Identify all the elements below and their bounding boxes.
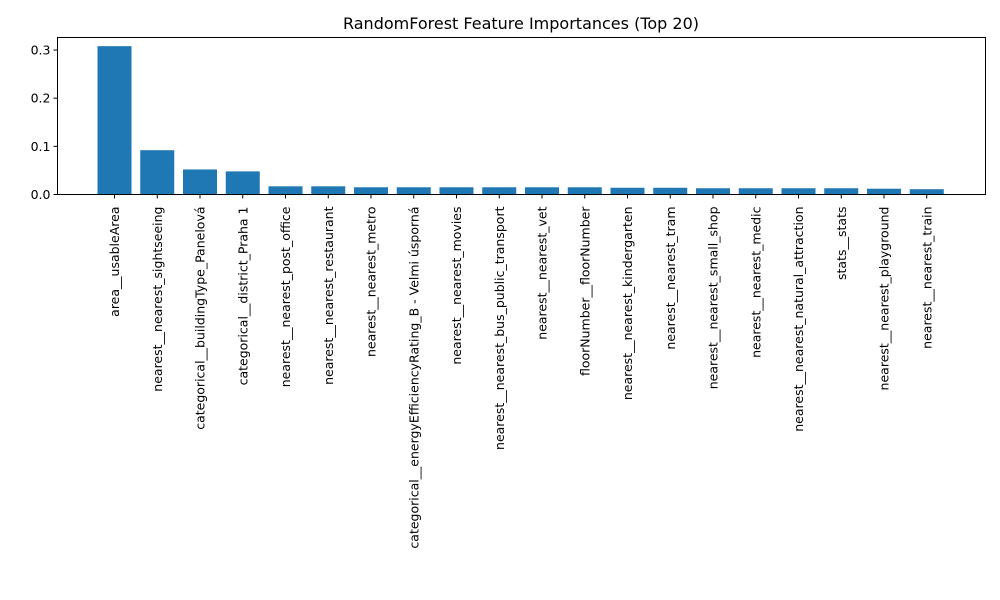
bar-7 [354, 187, 388, 195]
bars-group [97, 46, 944, 195]
bar-8 [396, 187, 431, 195]
chart-title: RandomForest Feature Importances (Top 20… [343, 14, 699, 33]
bar-18 [824, 188, 859, 195]
y-tick-label-3: 0.2 [31, 91, 51, 106]
x-tick-label-11: nearest__nearest_vet [535, 206, 550, 339]
bar-14 [653, 187, 688, 195]
x-tick-label-5: nearest__nearest_post_office [278, 206, 293, 387]
plot-frame [57, 37, 986, 195]
bar-5 [268, 186, 303, 195]
y-tick-label-2: 0.1 [31, 139, 51, 154]
x-tick-label-7: nearest__nearest_metro [364, 207, 379, 358]
y-axis: 0.0 0.1 0.2 0.3 [31, 43, 58, 202]
bar-15 [696, 188, 730, 195]
x-tick-label-16: nearest__nearest_medic [748, 206, 763, 358]
x-tick-label-13: nearest__nearest_kindergarten [620, 207, 635, 401]
x-tick-label-3: categorical__buildingType_Panelová [193, 207, 208, 430]
bar-12 [567, 187, 602, 195]
y-tick-label-1: 0.0 [31, 187, 51, 202]
bar-10 [482, 187, 517, 195]
x-tick-label-4: categorical__district_Praha 1 [235, 207, 250, 386]
bar-19 [867, 188, 901, 195]
bar-11 [525, 187, 559, 195]
x-tick-label-14: nearest__nearest_tram [663, 207, 678, 350]
x-tick-label-15: nearest__nearest_small_shop [706, 206, 721, 389]
x-tick-label-20: nearest__nearest_train [919, 207, 934, 349]
x-tick-label-17: nearest__nearest_natural_attraction [791, 207, 806, 432]
x-tick-label-1: area__usableArea [107, 207, 122, 317]
bar-2 [140, 150, 175, 195]
x-tick-label-2: nearest__nearest_sightseeing [150, 207, 165, 392]
bar-17 [781, 188, 816, 195]
x-tick-label-8: categorical__energyEfficiencyRating_B - … [406, 207, 421, 549]
bar-6 [311, 186, 346, 195]
x-tick-label-10: nearest__nearest_bus_public_transport [492, 206, 507, 450]
x-tick-label-18: stats__stats [834, 207, 849, 280]
bar-4 [225, 171, 260, 195]
bar-3 [183, 169, 217, 195]
x-axis: area__usableArea nearest__nearest_sightse… [107, 194, 934, 549]
x-tick-label-19: nearest__nearest_playground [877, 207, 892, 391]
bar-1 [97, 46, 132, 195]
bar-20 [909, 189, 944, 195]
x-tick-label-9: nearest__nearest_movies [449, 207, 464, 365]
bar-13 [610, 187, 645, 195]
x-tick-label-12: floorNumber__floorNumber [577, 206, 592, 376]
bar-9 [439, 187, 474, 195]
bar-16 [738, 188, 773, 195]
x-tick-label-6: nearest__nearest_restaurant [321, 206, 336, 385]
y-tick-label-4: 0.3 [31, 43, 51, 58]
